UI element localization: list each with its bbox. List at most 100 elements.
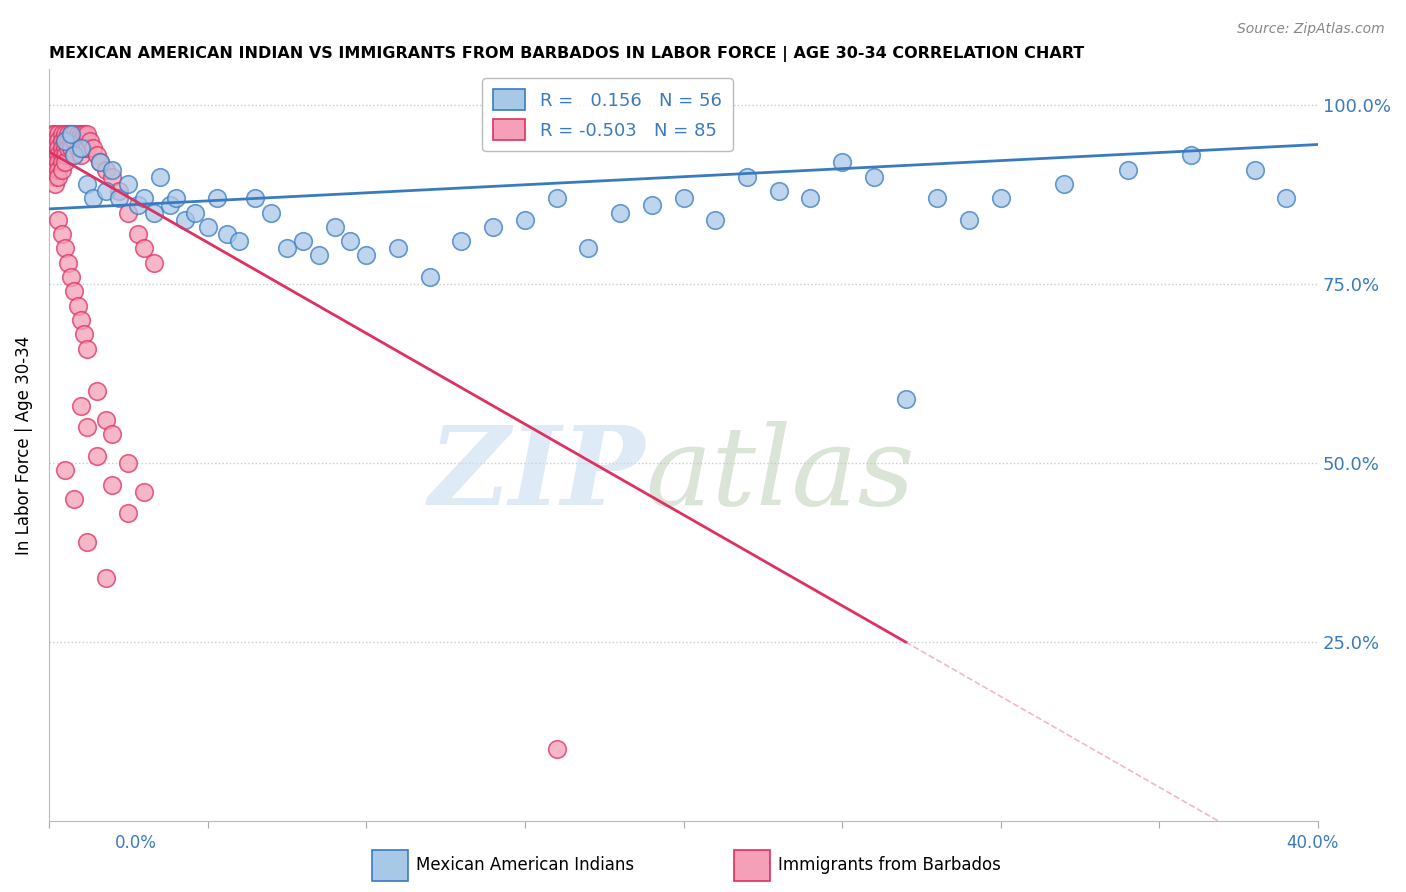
Point (356, 248, 378, 262)
Point (44, 127, 66, 141)
Point (94, 413, 117, 427)
Point (276, 241, 298, 255)
Point (53, 134, 76, 148)
Point (60, 134, 83, 148)
Point (94, 184, 117, 198)
Point (53, 127, 76, 141)
Point (73, 141, 96, 155)
Point (641, 198, 664, 212)
Point (419, 269, 441, 284)
Point (76, 141, 98, 155)
Point (86, 148, 108, 162)
Point (546, 191, 568, 205)
Point (60, 141, 83, 155)
Point (73, 127, 96, 141)
Point (799, 191, 821, 205)
Point (63, 285, 86, 299)
Point (53, 155, 76, 169)
Text: MEXICAN AMERICAN INDIAN VS IMMIGRANTS FROM BARBADOS IN LABOR FORCE | AGE 30-34 C: MEXICAN AMERICAN INDIAN VS IMMIGRANTS FR… (49, 46, 1084, 62)
Point (44, 177, 66, 191)
Point (60, 127, 83, 141)
Point (387, 241, 409, 255)
Y-axis label: In Labor Force | Age 30-34: In Labor Force | Age 30-34 (15, 335, 32, 555)
Point (1053, 177, 1076, 191)
Point (48, 212, 70, 227)
Point (576, 241, 599, 255)
Text: ZIP: ZIP (429, 422, 645, 529)
Point (205, 191, 228, 205)
Point (53, 134, 76, 148)
Point (48, 162, 70, 177)
Point (76, 342, 98, 356)
Point (53, 141, 76, 155)
Point (76, 177, 98, 191)
Point (1180, 148, 1202, 162)
Point (69, 148, 91, 162)
Point (48, 127, 70, 141)
Point (990, 191, 1012, 205)
Point (159, 198, 181, 212)
Point (51, 134, 73, 148)
Point (117, 456, 139, 470)
Text: atlas: atlas (645, 422, 915, 529)
Text: 40.0%: 40.0% (1286, 834, 1339, 852)
Point (66, 299, 89, 313)
Point (51, 227, 73, 241)
Point (308, 248, 330, 262)
Point (56, 141, 79, 155)
Point (69, 313, 91, 327)
FancyBboxPatch shape (734, 849, 770, 881)
Legend: R =   0.156   N = 56, R = -0.503   N = 85: R = 0.156 N = 56, R = -0.503 N = 85 (482, 78, 733, 151)
Point (101, 169, 124, 184)
Point (927, 191, 949, 205)
Point (1275, 191, 1298, 205)
Point (245, 191, 267, 205)
Point (94, 571, 117, 585)
Point (69, 399, 91, 413)
Point (117, 177, 139, 191)
Point (101, 477, 124, 491)
Point (894, 392, 917, 406)
Point (134, 484, 156, 499)
Point (184, 205, 207, 219)
Point (174, 212, 197, 227)
Point (56, 127, 79, 141)
Point (73, 327, 96, 342)
Point (142, 255, 165, 269)
Point (1243, 162, 1265, 177)
Point (957, 212, 980, 227)
Point (704, 212, 727, 227)
Point (66, 141, 89, 155)
Point (82, 141, 104, 155)
Point (117, 506, 139, 520)
Point (48, 141, 70, 155)
Point (79, 134, 101, 148)
Point (89, 155, 111, 169)
Point (450, 234, 472, 248)
Point (53, 148, 76, 162)
Point (101, 162, 124, 177)
Point (76, 127, 98, 141)
Point (69, 141, 91, 155)
Point (63, 127, 86, 141)
Point (1116, 162, 1139, 177)
Point (56, 134, 79, 148)
Point (768, 184, 790, 198)
Point (63, 134, 86, 148)
Point (672, 191, 695, 205)
Point (51, 148, 73, 162)
Point (60, 127, 83, 141)
Point (609, 205, 631, 219)
Point (215, 227, 238, 241)
Point (831, 155, 853, 169)
Point (94, 162, 117, 177)
Point (546, 742, 568, 756)
Point (63, 491, 86, 506)
Point (127, 227, 149, 241)
Text: 0.0%: 0.0% (115, 834, 157, 852)
Point (44, 169, 66, 184)
Point (44, 162, 66, 177)
Point (291, 234, 314, 248)
Point (44, 141, 66, 155)
Point (41, 134, 63, 148)
